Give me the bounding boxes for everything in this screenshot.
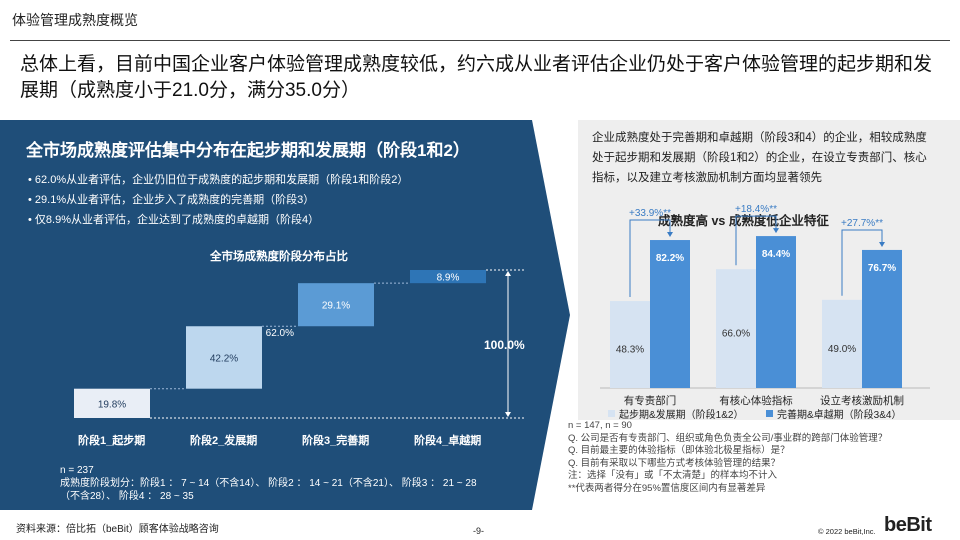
copyright: © 2022 beBit,Inc. xyxy=(818,527,876,536)
comparison-chart: 48.3% 82.2% +33.9%** 有专责部门 66.0% 84.4% +18.4%*… xyxy=(600,204,930,407)
difference-label: +18.4%** xyxy=(735,204,777,215)
bebit-logo: beBit xyxy=(884,514,932,536)
bullet-item: 62.0%从业者评估，企业仍旧位于成熟度的起步期和发展期（阶段1和阶段2） xyxy=(28,170,408,190)
legend-swatch xyxy=(766,410,773,417)
waterfall-bar xyxy=(186,326,262,389)
bar-high xyxy=(862,249,902,388)
sample-notes: n = 237 成熟度阶段划分：阶段1 ： 7 ~ 14（不含14）、 阶段2 … xyxy=(60,464,477,503)
waterfall-bar xyxy=(298,283,374,327)
data-label: 8.9% xyxy=(437,273,460,284)
waterfall-chart: 19.8% 42.2% 29.1% 8.9% 62.0% 100.0% xyxy=(74,269,525,419)
survey-notes: n = 147, n = 90 Q. 公司是否有专责部门、组织或角色负责全公司/… xyxy=(568,420,887,496)
bullet-item: 仅8.9%从业者评估，企业达到了成熟度的卓越期（阶段4） xyxy=(28,210,408,230)
page-title: 体验管理成熟度概览 xyxy=(12,12,138,28)
data-label: 29.1% xyxy=(322,301,350,312)
panel-title: 全市场成熟度评估集中分布在起步期和发展期（阶段1和2） xyxy=(26,141,470,160)
arrow-head-up xyxy=(505,271,511,276)
comparison-chart-title: 成熟度高 vs 成熟度低企业特征 xyxy=(658,214,829,228)
data-label: 19.8% xyxy=(98,399,126,410)
panel-bullets: 62.0%从业者评估，企业仍旧位于成熟度的起步期和发展期（阶段1和阶段2） 29… xyxy=(28,170,408,230)
data-label: 84.4% xyxy=(762,249,790,260)
difference-label: +33.9%** xyxy=(629,208,671,219)
category-label: 有核心体验指标 xyxy=(719,394,793,407)
arrow-head xyxy=(879,241,885,247)
data-label: 66.0% xyxy=(722,329,750,340)
legend-item-low: 起步期&发展期（阶段1&2） xyxy=(608,406,743,421)
stage-label: 阶段4_卓越期 xyxy=(414,435,482,447)
arrow-head-down xyxy=(505,412,511,417)
data-label: 48.3% xyxy=(616,345,644,356)
data-label: 42.2% xyxy=(210,353,238,364)
survey-line: Q. 目前最主要的体验指标（即体验北极星指标）是？ xyxy=(568,445,790,457)
note-line: （不含28）、 阶段4 ： 28 ~ 35 xyxy=(60,491,194,502)
survey-line: 注：选择「没有」或「不太清楚」的样本均不计入 xyxy=(568,470,778,482)
difference-label: +27.7%** xyxy=(841,218,883,229)
survey-line: Q. 公司是否有专责部门、组织或角色负责全公司/事业群的跨部门体验管理？ xyxy=(568,432,888,444)
cumulative-label: 62.0% xyxy=(266,328,294,339)
survey-line: Q. 目前有采取以下哪些方式考核体验管理的结果？ xyxy=(568,457,781,469)
arrow-head xyxy=(773,228,779,234)
waterfall-bar xyxy=(410,270,486,284)
legend-swatch xyxy=(608,410,615,417)
difference-bracket xyxy=(629,219,671,298)
bar-low xyxy=(822,299,862,388)
waterfall-chart-title: 全市场成熟度阶段分布占比 xyxy=(210,251,348,263)
headline: 总体上看，目前中国企业客户体验管理成熟度较低，约六成从业者评估企业仍处于客户体验… xyxy=(20,54,933,101)
legend-label: 起步期&发展期（阶段1&2） xyxy=(619,410,744,421)
survey-line: n = 147, n = 90 xyxy=(568,420,632,431)
bar-high xyxy=(756,236,796,388)
category-label: 设立考核激励机制 xyxy=(820,394,904,407)
title-divider xyxy=(10,40,950,41)
arrow-head xyxy=(667,232,673,238)
survey-line: **代表两者得分在95%置信度区间内有显著差异 xyxy=(568,482,766,494)
data-label: 76.7% xyxy=(868,263,896,274)
stage-label: 阶段2_发展期 xyxy=(190,435,258,447)
right-description: 企业成熟度处于完善期和卓越期（阶段3和4）的企业，相较成熟度处于起步期和发展期（… xyxy=(592,132,927,184)
note-line: n = 237 xyxy=(60,465,94,476)
note-line: 成熟度阶段划分：阶段1 ： 7 ~ 14（不含14）、 阶段2 ： 14 ~ 2… xyxy=(60,478,477,489)
data-label: 82.2% xyxy=(656,253,684,264)
legend-label: 完善期&卓越期（阶段3&4） xyxy=(777,410,902,421)
legend-item-high: 完善期&卓越期（阶段3&4） xyxy=(766,406,901,421)
data-label: 49.0% xyxy=(828,344,856,355)
page-number: -9- xyxy=(473,526,484,536)
total-label: 100.0% xyxy=(484,338,525,352)
bar-high xyxy=(650,240,690,388)
waterfall-bar xyxy=(74,388,150,418)
market-maturity-panel: 全市场成熟度评估集中分布在起步期和发展期（阶段1和2） 62.0%从业者评估，企… xyxy=(0,120,570,510)
stage-label: 阶段1_起步期 xyxy=(78,435,146,447)
bar-low xyxy=(610,301,650,388)
high-vs-low-panel: 企业成熟度处于完善期和卓越期（阶段3和4）的企业，相较成熟度处于起步期和发展期（… xyxy=(578,120,960,421)
source-note: 资料来源：倍比拓（beBit）顾客体验战略咨询 xyxy=(16,524,219,535)
difference-bracket xyxy=(841,229,883,296)
bar-low xyxy=(716,269,756,388)
stage-label: 阶段3_完善期 xyxy=(302,435,370,447)
category-label: 有专责部门 xyxy=(624,394,677,407)
difference-bracket xyxy=(735,215,777,266)
bullet-item: 29.1%从业者评估，企业步入了成熟度的完善期（阶段3） xyxy=(28,190,408,210)
